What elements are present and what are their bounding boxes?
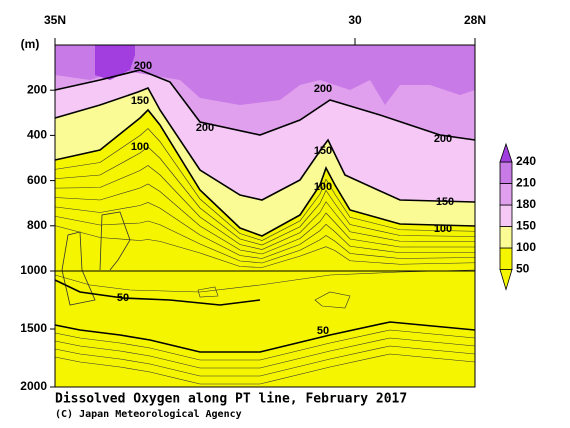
contour-line <box>54 225 476 268</box>
contour-label: 150 <box>436 196 454 208</box>
contour-label: 200 <box>314 83 332 95</box>
contour-line <box>54 215 476 264</box>
y-tick-label: 200 <box>27 82 47 96</box>
contour-line <box>54 329 476 361</box>
contour-line <box>54 128 476 241</box>
colorbar-swatch <box>499 269 513 291</box>
colorbar-label: 100 <box>516 240 536 254</box>
contour-label: 200 <box>434 133 452 145</box>
contour-label: 100 <box>434 223 452 235</box>
colorbar-swatch <box>499 142 513 163</box>
plot-frame <box>54 44 476 388</box>
credit: (C) Japan Meteorological Agency <box>55 408 242 420</box>
contour-line <box>54 202 476 259</box>
y-tick-label: 600 <box>27 173 47 187</box>
colorbar-swatch <box>499 226 513 249</box>
y-tick-label: 800 <box>27 218 47 232</box>
colorbar-swatch <box>499 161 513 184</box>
x-tick-label: 35N <box>44 13 66 27</box>
contour-label: 150 <box>314 145 332 157</box>
colorbar-label: 210 <box>516 176 536 190</box>
colorbar-label: 180 <box>516 197 536 211</box>
contour-line <box>54 108 476 237</box>
contour-line <box>54 165 476 250</box>
contour-label: 200 <box>134 60 152 72</box>
colorbar-label: 150 <box>516 219 536 233</box>
contour-line <box>197 286 351 309</box>
contour-line <box>61 231 96 306</box>
contour-line <box>54 279 261 306</box>
contour-label: 50 <box>317 325 329 337</box>
contour-line <box>54 353 476 385</box>
y-tick-label: 2000 <box>20 379 47 393</box>
colorbar-label: 50 <box>516 262 530 276</box>
contour-label: 100 <box>314 181 332 193</box>
contour-line <box>54 146 476 246</box>
band <box>95 45 135 80</box>
chart-title: Dissolved Oxygen along PT line, February… <box>55 392 407 407</box>
y-tick-label: 400 <box>27 128 47 142</box>
contour-line <box>54 321 476 353</box>
contour-line <box>54 269 476 293</box>
y-tick-label: 1000 <box>20 263 47 277</box>
x-tick-label: 28N <box>464 13 486 27</box>
contour-label: 100 <box>131 141 149 153</box>
x-tick-label: 30 <box>348 13 362 27</box>
contour-line <box>54 183 475 255</box>
contour-line <box>99 211 131 271</box>
y-tick-label: 1500 <box>20 321 47 335</box>
band <box>55 45 475 105</box>
colorbar-swatch <box>499 247 513 270</box>
y-axis-label: (m) <box>21 37 40 51</box>
contour-line <box>54 86 476 203</box>
contour-label: 150 <box>131 95 149 107</box>
contour-line <box>54 337 476 369</box>
contour-label: 200 <box>196 122 214 134</box>
colorbar-swatch <box>499 183 513 206</box>
colorbar-swatch <box>499 204 513 227</box>
contour-label: 50 <box>117 292 129 304</box>
colorbar-label: 240 <box>516 154 536 168</box>
contour-line <box>54 69 476 141</box>
contour-line <box>54 345 476 377</box>
plot-area: 200 200 200 200 150 150 150 100 100 100 50 50 <box>54 45 476 387</box>
